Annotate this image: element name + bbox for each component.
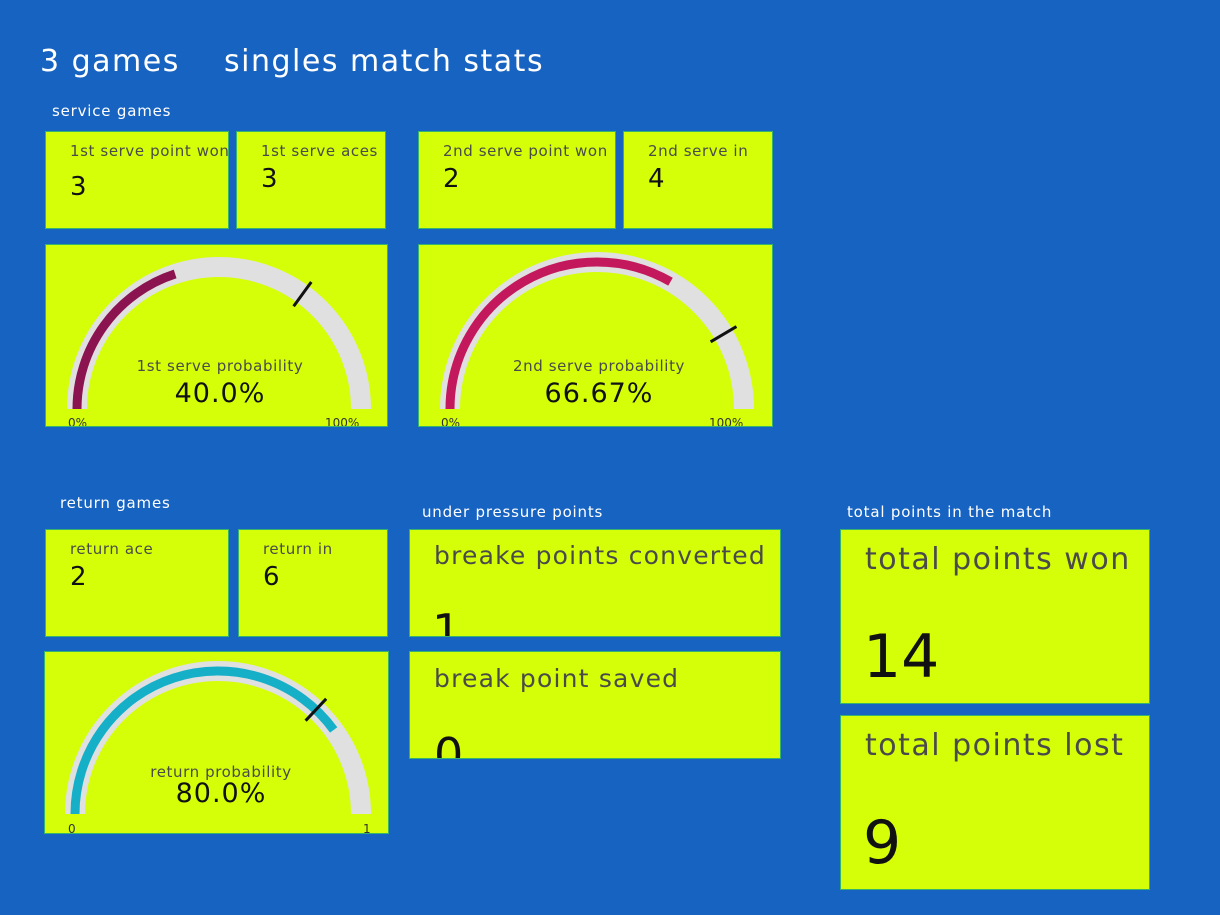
gauge-max-label: 100% [709, 416, 744, 427]
gauge-max-label: 1 [363, 822, 371, 834]
stat-value: 1 [432, 604, 462, 637]
stat-label: 1st serve point won [70, 142, 229, 160]
stat-card-total-points-lost: total points lost 9 [840, 715, 1150, 890]
stat-value: 0 [434, 728, 464, 759]
gauge-return [65, 661, 371, 815]
gauge-min-label: 0% [441, 416, 461, 427]
section-title-return-games: return games [60, 494, 171, 512]
gauge-card-2nd-serve-probability: 2nd serve probability 66.67% 0% 100% [418, 244, 773, 427]
gauge-value-arc [72, 269, 177, 410]
stat-label: 2nd serve in [648, 142, 749, 160]
gauge-label: 1st serve probability [136, 357, 304, 375]
stat-label: 1st serve aces [261, 142, 378, 160]
stat-value: 3 [261, 164, 278, 194]
section-title-total-points: total points in the match [847, 503, 1053, 521]
gauge-value-arc [445, 257, 673, 410]
gauge-max-label: 100% [325, 416, 360, 427]
stat-card-2nd-serve-in: 2nd serve in 4 [623, 131, 773, 229]
stat-value: 3 [70, 172, 87, 202]
stat-label: break point saved [434, 664, 680, 693]
stat-label: return in [263, 540, 333, 558]
gauge-label: 2nd serve probability [512, 357, 686, 375]
stat-value: 2 [443, 164, 460, 194]
section-title-under-pressure-points: under pressure points [422, 503, 604, 521]
gauge-min-label: 0 [68, 822, 76, 834]
stat-card-1st-serve-aces: 1st serve aces 3 [236, 131, 386, 229]
gauge-value: 66.67% [544, 378, 654, 409]
stat-card-breake-points-converted: breake points converted 1 [409, 529, 781, 637]
gauge-card-return-probability: return probability 80.0% 0 1 [44, 651, 389, 834]
stat-label: 2nd serve point won [443, 142, 608, 160]
stat-label: breake points converted [434, 541, 766, 570]
gauge-min-label: 0% [68, 416, 88, 427]
stat-value: 4 [648, 164, 665, 194]
stat-card-total-points-won: total points won 14 [840, 529, 1150, 704]
gauge-label: return probability [150, 763, 292, 781]
gauge-target-marker [292, 281, 313, 308]
page-title: 3 games singles match stats [40, 44, 545, 79]
gauge-target-marker [304, 697, 328, 722]
section-title-service-games: service games [52, 102, 172, 120]
gauge-value-arc [70, 666, 338, 815]
stat-value: 2 [70, 562, 87, 592]
stat-value: 14 [863, 622, 940, 692]
stat-label: return ace [70, 540, 154, 558]
stat-card-return-in: return in 6 [238, 529, 388, 637]
gauge-1st-serve [67, 257, 371, 410]
stat-label: total points lost [865, 728, 1125, 763]
gauge-card-1st-serve-probability: 1st serve probability 40.0% 0% 100% [45, 244, 388, 427]
stat-card-1st-serve-point-won: 1st serve point won 3 [45, 131, 229, 229]
stat-card-break-point-saved: break point saved 0 [409, 651, 781, 759]
stat-card-2nd-serve-point-won: 2nd serve point won 2 [418, 131, 616, 229]
stat-value: 9 [863, 808, 902, 878]
gauge-value: 40.0% [174, 378, 266, 409]
gauge-target-marker [709, 325, 738, 344]
gauge-value: 80.0% [175, 778, 267, 809]
gauge-2nd-serve [440, 252, 754, 410]
stat-card-return-ace: return ace 2 [45, 529, 229, 637]
stat-value: 6 [263, 562, 280, 592]
stat-label: total points won [865, 542, 1131, 577]
